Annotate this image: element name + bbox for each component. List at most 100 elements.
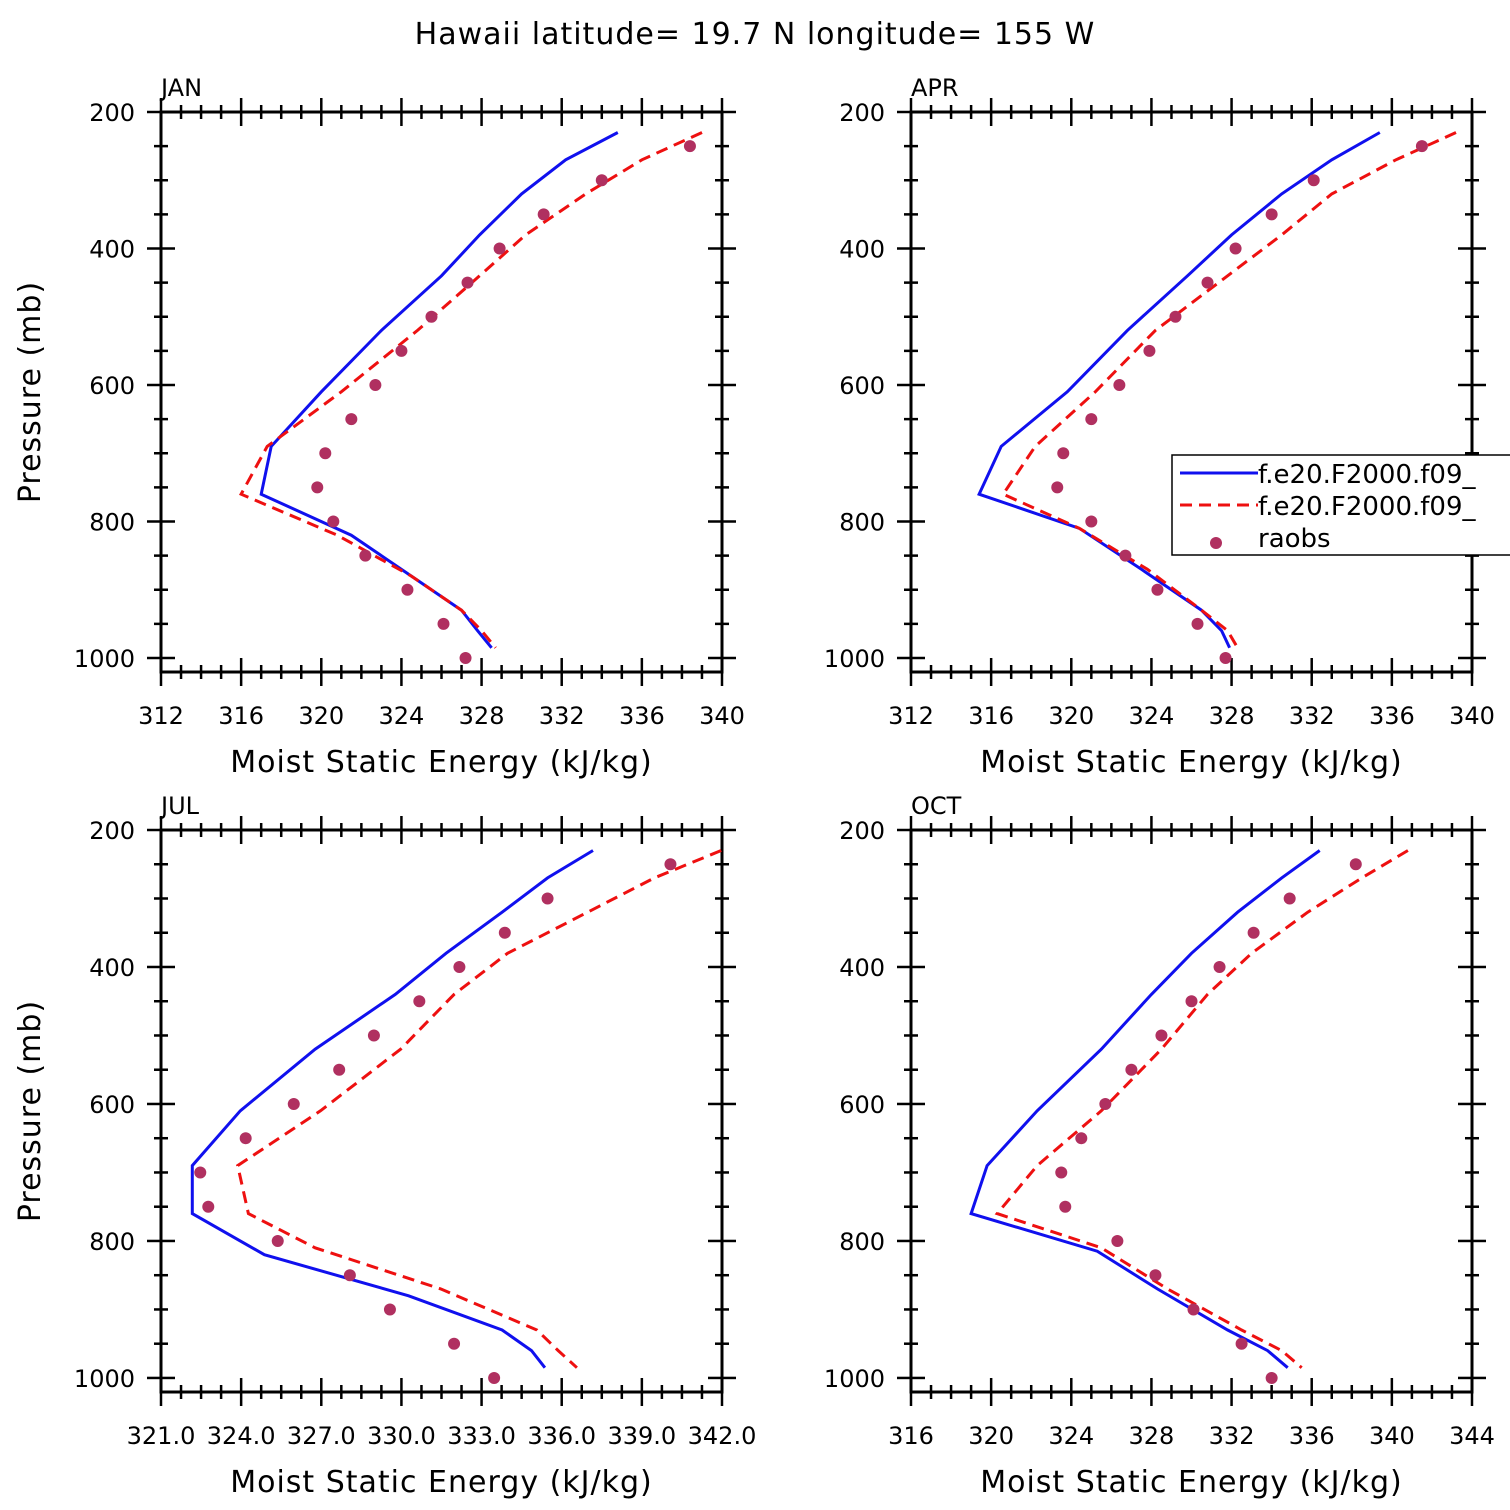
- panel-label: OCT: [911, 792, 962, 820]
- raobs-point: [1143, 344, 1156, 357]
- raobs-point: [1235, 1337, 1248, 1350]
- x-tick-label: 336: [1289, 1422, 1335, 1450]
- panels: JAN 312 316 320 324 328 332 336 340 200 400 600 800 1…: [13, 74, 1495, 1500]
- raobs-point: [498, 926, 511, 939]
- raobs-point: [311, 481, 324, 494]
- model2-line: [994, 849, 1409, 1369]
- x-tick-label: 332: [539, 702, 585, 730]
- raobs-point: [327, 515, 340, 528]
- y-tick-label: 800: [839, 509, 885, 537]
- raobs-point: [369, 379, 382, 391]
- raobs-point: [345, 413, 358, 426]
- raobs-point: [1229, 242, 1242, 255]
- raobs-point: [1119, 549, 1132, 562]
- x-axis-title: Moist Static Energy (kJ/kg): [230, 1465, 653, 1500]
- raobs-point: [425, 310, 438, 323]
- raobs-point: [1169, 310, 1182, 323]
- raobs-point: [1151, 583, 1164, 596]
- x-tick-label: 320: [1048, 702, 1094, 730]
- model2-line: [1000, 131, 1457, 649]
- legend-raobs-marker: [1210, 537, 1222, 549]
- y-tick-label: 200: [89, 99, 135, 127]
- x-tick-label: 312: [138, 702, 184, 730]
- x-tick-label: 324: [379, 702, 425, 730]
- raobs-point: [202, 1200, 215, 1213]
- raobs-point: [1149, 1269, 1162, 1282]
- x-tick-label: 324: [1129, 702, 1175, 730]
- x-tick-label: 340: [699, 702, 745, 730]
- raobs-point: [488, 1371, 501, 1384]
- figure-title: Hawaii latitude= 19.7 N longitude= 155 W: [415, 17, 1096, 52]
- raobs-point: [287, 1097, 300, 1110]
- raobs-point: [1051, 481, 1064, 494]
- raobs-point: [1283, 892, 1296, 905]
- panel-label: JAN: [159, 74, 202, 102]
- raobs-point: [413, 995, 426, 1008]
- x-tick-label: 340: [1449, 702, 1495, 730]
- raobs-point: [459, 652, 472, 664]
- y-tick-label: 600: [839, 1091, 885, 1119]
- model1-line: [969, 849, 1321, 1369]
- raobs-point: [683, 140, 696, 153]
- raobs-point: [1349, 858, 1362, 871]
- model1-line: [190, 849, 594, 1369]
- raobs-point: [1057, 447, 1070, 460]
- raobs-point: [1201, 276, 1214, 289]
- x-tick-label: 324.0: [207, 1422, 276, 1450]
- raobs-point: [448, 1337, 461, 1350]
- raobs-point: [595, 174, 608, 187]
- raobs-point: [395, 344, 408, 357]
- raobs-point: [1099, 1097, 1112, 1110]
- x-tick-label: 342.0: [688, 1422, 757, 1450]
- raobs-point: [1213, 960, 1226, 973]
- y-axis-title: Pressure (mb): [13, 1000, 48, 1222]
- legend-entry: f.e20.F2000.f09_: [1258, 492, 1476, 522]
- raobs-point: [541, 892, 554, 905]
- raobs-point: [1415, 140, 1428, 153]
- raobs-point: [383, 1303, 396, 1316]
- x-tick-label: 336: [619, 702, 665, 730]
- x-axis-title: Moist Static Energy (kJ/kg): [980, 745, 1403, 780]
- raobs-point: [1265, 208, 1278, 221]
- x-tick-label: 328: [459, 702, 505, 730]
- x-tick-label: 327.0: [287, 1422, 356, 1450]
- x-tick-label: 316: [968, 702, 1014, 730]
- y-tick-label: 600: [89, 372, 135, 400]
- y-tick-label: 200: [839, 817, 885, 845]
- x-tick-label: 324: [1048, 1422, 1094, 1450]
- x-tick-label: 312: [888, 702, 934, 730]
- raobs-point: [537, 208, 550, 221]
- x-axis-title: Moist Static Energy (kJ/kg): [980, 1465, 1403, 1500]
- x-tick-label: 316: [218, 702, 264, 730]
- raobs-point: [1085, 413, 1098, 426]
- x-axis-title: Moist Static Energy (kJ/kg): [230, 745, 653, 780]
- y-tick-label: 800: [839, 1228, 885, 1256]
- raobs-point: [401, 583, 414, 596]
- x-tick-label: 328: [1129, 1422, 1175, 1450]
- model2-line: [236, 849, 722, 1369]
- raobs-point: [437, 617, 450, 630]
- legend-entry: f.e20.F2000.f09_: [1258, 460, 1476, 490]
- raobs-point: [1155, 1029, 1168, 1042]
- raobs-point: [239, 1132, 252, 1145]
- x-tick-label: 321.0: [127, 1422, 196, 1450]
- x-tick-label: 336.0: [527, 1422, 596, 1450]
- x-tick-label: 332: [1209, 1422, 1255, 1450]
- raobs-point: [1059, 1200, 1072, 1213]
- x-tick-label: 339.0: [607, 1422, 676, 1450]
- x-tick-label: 328: [1209, 702, 1255, 730]
- raobs-point: [461, 276, 474, 289]
- panel-apr: APR 312 316 320 324 328 332 336 340 200 400 600 800 1…: [824, 74, 1495, 780]
- y-tick-label: 800: [89, 509, 135, 537]
- model1-line: [977, 131, 1381, 649]
- raobs-point: [1111, 1234, 1124, 1247]
- y-tick-label: 200: [89, 817, 135, 845]
- legend: f.e20.F2000.f09_f.e20.F2000.f09_raobs: [1171, 454, 1510, 556]
- y-axis-title: Pressure (mb): [13, 281, 48, 503]
- y-tick-label: 400: [839, 236, 885, 264]
- y-tick-label: 400: [89, 954, 135, 982]
- raobs-point: [333, 1063, 346, 1076]
- raobs-point: [1265, 1371, 1278, 1384]
- raobs-point: [1219, 652, 1232, 664]
